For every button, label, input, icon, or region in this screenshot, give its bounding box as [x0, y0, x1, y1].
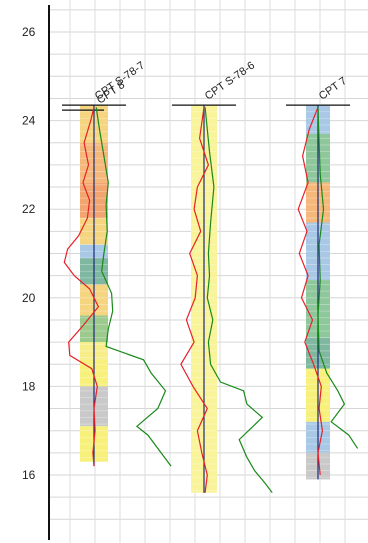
y-tick-label: 20: [22, 291, 36, 305]
curve-red: [297, 107, 324, 476]
curve-green: [204, 107, 273, 494]
y-tick-label: 24: [22, 114, 36, 128]
curve-red: [63, 107, 100, 467]
column-label: CPT S-78-6: [203, 60, 257, 103]
y-axis-ticks: 16 18 20 22 24 26: [22, 25, 36, 482]
cpt-column: CPT 7: [286, 75, 359, 480]
y-tick-label: 16: [22, 468, 36, 482]
y-tick-label: 26: [22, 25, 36, 39]
curve-green: [317, 107, 359, 449]
curve-green: [95, 107, 172, 467]
curve-red: [180, 107, 210, 493]
y-tick-label: 22: [22, 202, 36, 216]
y-tick-label: 18: [22, 379, 36, 393]
